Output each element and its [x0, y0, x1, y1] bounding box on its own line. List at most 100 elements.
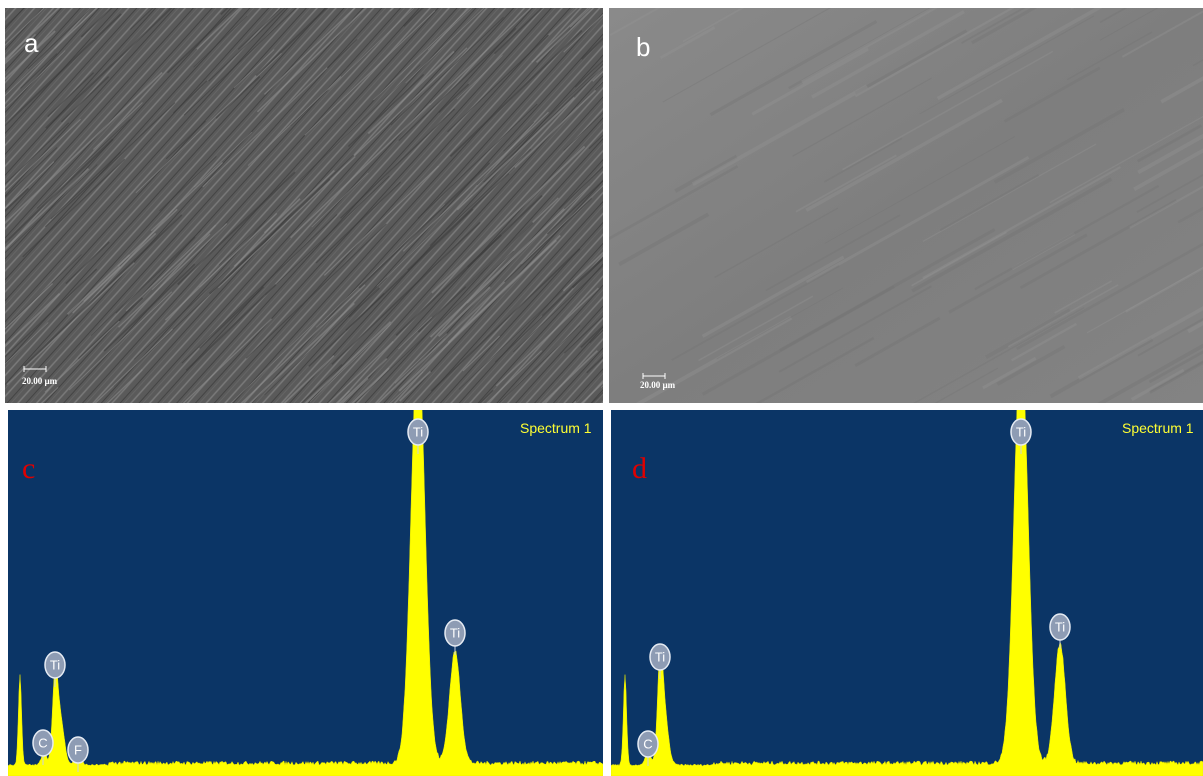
scale-bar: 20.00 µm: [640, 373, 676, 390]
texture-streak: [854, 29, 968, 95]
texture-streak: [1049, 337, 1154, 399]
texture-streak: [513, 265, 603, 353]
texture-streak: [919, 15, 1095, 115]
texture-streak: [5, 50, 66, 109]
texture-streak: [193, 131, 253, 188]
peak-label: Ti: [1016, 424, 1026, 439]
texture-streak: [971, 8, 1038, 45]
texture-streak: [417, 103, 538, 219]
scale-label: 20.00 µm: [640, 380, 676, 390]
texture-streak: [5, 254, 82, 329]
texture-streak: [5, 282, 53, 330]
texture-streak: [5, 33, 37, 65]
texture-streak: [5, 8, 60, 61]
texture-streak: [1007, 284, 1119, 348]
texture-streak: [40, 386, 59, 403]
texture-streak: [54, 8, 98, 50]
texture-streak: [1011, 322, 1077, 362]
texture-streak: [498, 325, 581, 403]
texture-streak: [456, 96, 575, 211]
peak-badge: [444, 619, 466, 647]
texture-streak: [1003, 66, 1101, 123]
peak-label: Ti: [413, 424, 423, 439]
texture-streak: [563, 315, 603, 354]
texture-streak: [635, 316, 793, 403]
texture-streak: [27, 8, 93, 70]
texture-streak: [478, 389, 494, 403]
texture-streak: [358, 162, 491, 289]
texture-streak: [805, 156, 1030, 284]
texture-streak: [985, 308, 1071, 360]
texture-streak: [265, 175, 390, 296]
texture-streak: [486, 350, 543, 403]
texture-streak: [117, 208, 178, 267]
peak-badge: [407, 418, 429, 446]
texture-streak: [1148, 350, 1203, 384]
texture-streak: [233, 169, 335, 268]
texture-streak: [287, 64, 421, 192]
texture-streak: [1137, 317, 1203, 357]
texture-streak: [609, 8, 661, 36]
peak-badge: [44, 651, 66, 679]
texture-streak: [1086, 266, 1203, 334]
texture-streak: [483, 67, 603, 183]
texture-streak: [618, 212, 710, 267]
texture-streak: [795, 154, 897, 213]
texture-streak: [245, 223, 387, 359]
texture-streak: [449, 29, 583, 158]
texture-streak: [377, 281, 506, 403]
texture-streak: [1137, 133, 1203, 175]
texture-streak: [72, 232, 157, 314]
texture-streak: [399, 370, 432, 402]
texture-streak: [92, 102, 143, 150]
texture-streak: [1125, 266, 1203, 313]
texture-streak: [1149, 360, 1203, 393]
texture-streak: [429, 208, 565, 338]
peak-label: Ti: [655, 649, 665, 664]
texture-streak: [230, 311, 327, 403]
peak-badge: [637, 730, 659, 758]
peak-badge: [1049, 613, 1071, 641]
texture-streak: [948, 233, 1088, 314]
texture-streak: [50, 151, 121, 220]
texture-streak: [854, 316, 941, 368]
spectrum-trace: [8, 410, 603, 776]
texture-streak: [68, 291, 173, 391]
texture-streak: [546, 179, 603, 235]
texture-streak: [5, 268, 98, 358]
peak-label: Ti: [50, 657, 60, 672]
texture-streak: [150, 162, 223, 232]
texture-streak: [974, 184, 1160, 291]
texture-streak: [1136, 173, 1203, 214]
texture-streak: [390, 16, 504, 126]
peak-label: Ti: [1055, 619, 1065, 634]
texture-streak: [328, 8, 415, 90]
texture-streak: [1099, 8, 1128, 24]
texture-streak: [115, 236, 196, 314]
texture-streak: [45, 8, 173, 129]
texture-streak: [6, 262, 135, 386]
texture-streak: [240, 284, 366, 403]
spectrum-title: Spectrum 1: [520, 420, 592, 436]
texture-streak: [44, 102, 176, 228]
peak-label: C: [643, 736, 652, 751]
texture-streak: [842, 50, 1054, 171]
texture-streak: [911, 231, 1007, 287]
texture-streak: [456, 55, 503, 100]
texture-streak: [576, 81, 603, 108]
texture-streak: [913, 306, 1085, 403]
texture-streak: [982, 356, 1037, 390]
texture-streak: [5, 138, 114, 245]
texture-streak: [208, 8, 286, 82]
texture-streak: [164, 212, 278, 321]
texture-streak: [5, 161, 55, 210]
texture-streak: [36, 118, 131, 209]
spectrum-trace: [611, 410, 1203, 776]
texture-streak: [1136, 124, 1202, 163]
texture-streak: [5, 30, 56, 81]
texture-streak: [417, 221, 534, 333]
texture-streak: [466, 185, 590, 304]
spectrum-d: [611, 410, 1203, 776]
peak-badge: [67, 736, 89, 764]
